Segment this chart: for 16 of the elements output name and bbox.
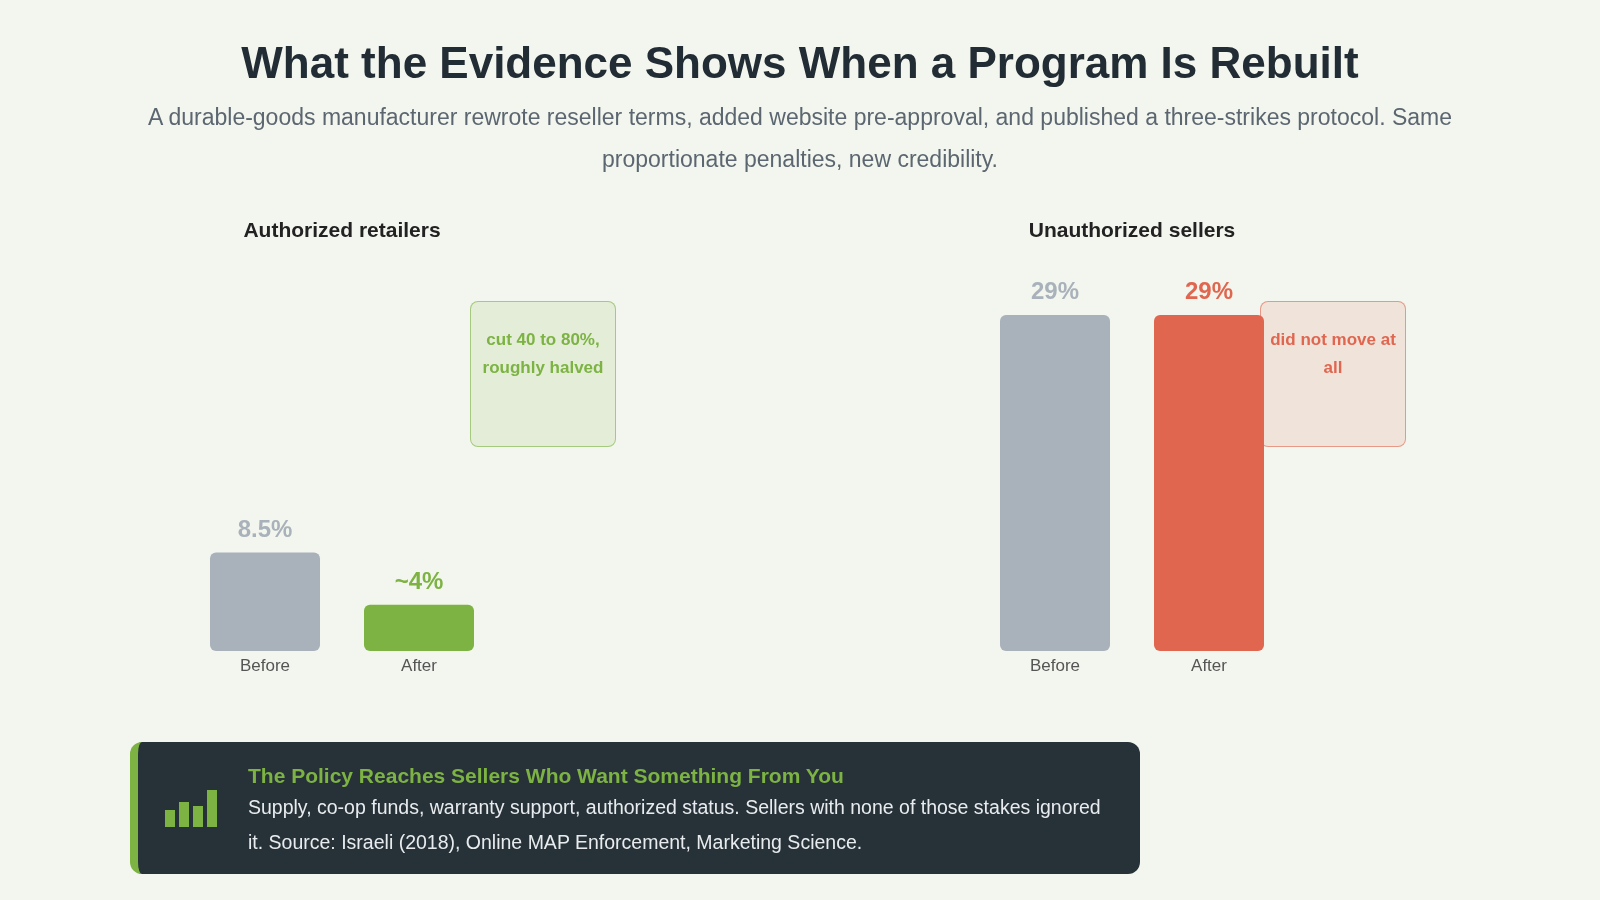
callout-box: cut 40 to 80%, roughly halved <box>470 301 616 447</box>
data-label: 29% <box>1184 277 1234 304</box>
x-tick-label: After <box>1191 656 1228 676</box>
data-label: ~4% <box>394 566 444 594</box>
x-tick-label: After <box>401 656 438 676</box>
chart-title: Unauthorized sellers <box>1027 218 1237 242</box>
data-label: 29% <box>1030 277 1080 304</box>
text: The Policy Reaches Sellers Who Want Something From You <box>248 764 845 788</box>
text: What the Evidence Shows When a Program Is Rebuilt <box>240 38 1360 88</box>
data-label: 8.5% <box>237 514 293 542</box>
text: Supply, co-op funds, warranty support, authorized status. Sellers with none of those stakes ignored it. Source: Israeli (2018), Online MAP Enforcement, Marketing Science. <box>248 795 1102 855</box>
text: A durable-goods manufacturer rewrote reseller terms, added website pre-approval, and published a three-strikes protocol. Same proportionate penalties, new credibility. <box>147 103 1453 174</box>
x-tick-label: Before <box>1029 656 1081 676</box>
x-tick-label: Before <box>239 656 291 676</box>
callout-box: did not move at all <box>1260 301 1406 447</box>
chart-title: Authorized retailers <box>242 218 442 242</box>
